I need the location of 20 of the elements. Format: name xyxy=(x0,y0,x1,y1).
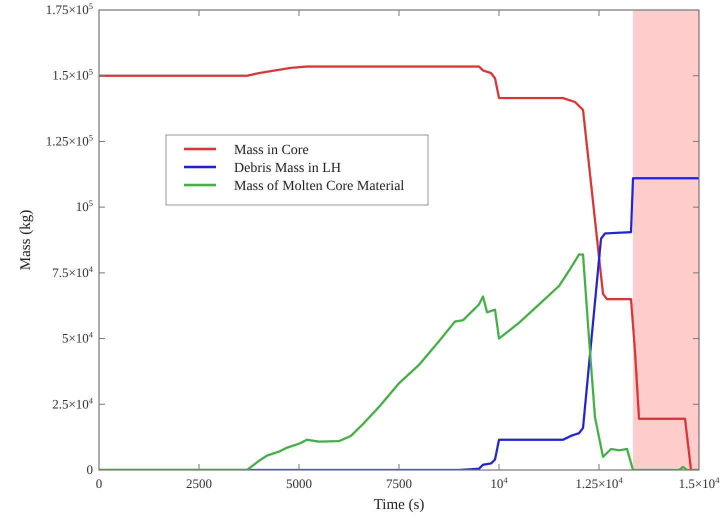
y-tick-label: 1.75×10$^{5}$ xyxy=(46,1,93,17)
legend-label: Mass of Molten Core Material xyxy=(234,179,404,194)
x-tick-label: 1.5×10$^{4}$ xyxy=(678,475,720,491)
y-tick-label: 1.25×10$^{5}$ xyxy=(46,132,93,148)
x-axis-title: Time (s) xyxy=(374,497,424,513)
y-tick-label: 1.5×10$^{5}$ xyxy=(52,66,93,83)
legend-label: Mass in Core xyxy=(234,143,309,158)
legend-label: Debris Mass in LH xyxy=(234,161,341,176)
y-tick-label: 2.5×10$^{4}$ xyxy=(52,395,94,412)
x-tick-label: 2500 xyxy=(186,476,212,491)
line-series xyxy=(99,253,699,470)
x-tick-label: 7500 xyxy=(386,476,412,491)
x-tick-label: 5000 xyxy=(286,476,312,491)
y-tick-label: 7.5×10$^{4}$ xyxy=(52,264,94,280)
y-tick-label: 0 xyxy=(86,462,93,477)
x-tick-label: 1.25×10$^{4}$ xyxy=(575,475,624,491)
y-axis-title: Mass (kg) xyxy=(18,210,34,270)
y-tick-label: 10$^{5}$ xyxy=(76,198,93,214)
x-tick-label: 10$^{4}$ xyxy=(490,475,508,491)
y-tick-label: 5×10$^{4}$ xyxy=(62,330,94,346)
